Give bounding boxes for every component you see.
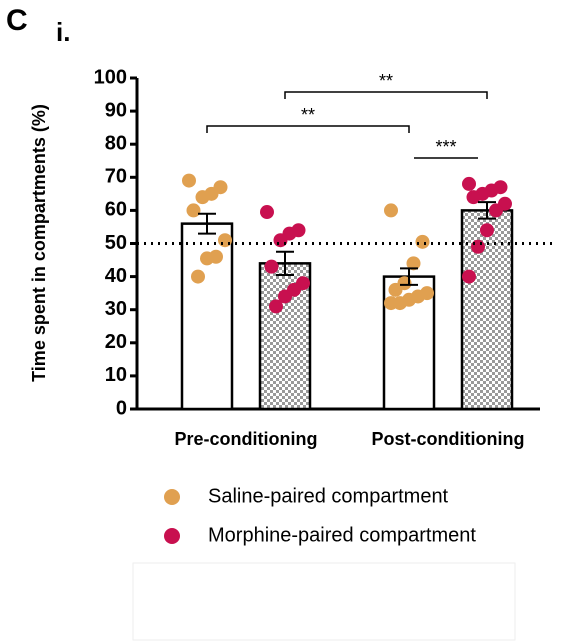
data-point <box>466 190 481 205</box>
data-point <box>489 203 503 218</box>
data-point <box>195 190 210 205</box>
data-point <box>462 269 476 284</box>
y-tick-label: 0 <box>116 397 127 419</box>
data-point <box>264 259 279 274</box>
data-point <box>269 299 283 314</box>
error-bar <box>198 212 216 235</box>
significance-label: ** <box>379 71 393 91</box>
significance-label: *** <box>435 137 456 157</box>
bar <box>460 209 514 411</box>
y-tick-label: 20 <box>105 331 127 353</box>
panel-label: C <box>6 4 28 37</box>
data-point <box>200 251 214 266</box>
y-axis-label: Time spent in compartments (%) <box>29 104 49 382</box>
significance-bracket <box>206 125 410 133</box>
data-point <box>273 233 288 248</box>
data-point <box>480 223 494 238</box>
data-point <box>415 234 430 249</box>
data-point <box>471 239 485 254</box>
data-point <box>388 282 403 297</box>
data-point <box>218 233 232 248</box>
y-tick-label: 100 <box>94 66 127 88</box>
data-point <box>260 205 274 220</box>
panel-box <box>132 562 516 641</box>
data-point <box>406 256 421 271</box>
data-point <box>191 269 205 284</box>
error-bar <box>400 267 418 286</box>
y-tick-label: 50 <box>105 232 127 254</box>
subpanel-label: i. <box>56 17 70 47</box>
significance-bracket <box>284 91 488 99</box>
significance-label: ** <box>301 105 315 125</box>
data-point <box>182 173 196 188</box>
y-tick-label: 70 <box>105 166 127 188</box>
legend-marker <box>164 489 180 505</box>
legend-marker <box>164 528 180 544</box>
bar <box>180 222 234 411</box>
y-tick-label: 30 <box>105 298 127 320</box>
data-point <box>384 296 398 311</box>
x-tick-label: Pre-conditioning <box>175 429 318 449</box>
y-tick-label: 10 <box>105 364 127 386</box>
x-tick-label: Post-conditioning <box>372 429 525 449</box>
data-point <box>186 203 201 218</box>
legend-label: Morphine-paired compartment <box>208 524 476 546</box>
data-point <box>462 176 476 191</box>
y-tick-label: 60 <box>105 199 127 221</box>
error-bar <box>478 201 496 220</box>
y-tick-label: 90 <box>105 99 127 121</box>
legend-label: Saline-paired compartment <box>208 485 449 507</box>
error-bar <box>276 250 294 276</box>
data-point <box>384 203 398 218</box>
y-tick-label: 80 <box>105 132 127 154</box>
y-tick-label: 40 <box>105 265 127 287</box>
data-point <box>278 289 292 304</box>
